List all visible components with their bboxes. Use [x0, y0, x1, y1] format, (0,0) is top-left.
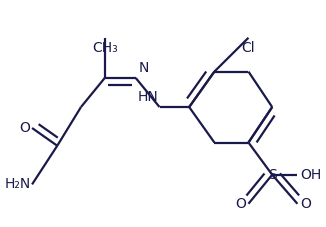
Text: OH: OH [300, 168, 321, 182]
Text: N: N [138, 61, 149, 75]
Text: Cl: Cl [242, 41, 255, 55]
Text: O: O [300, 197, 311, 211]
Text: O: O [19, 121, 30, 135]
Text: CH₃: CH₃ [92, 41, 118, 55]
Text: HN: HN [137, 90, 158, 104]
Text: S: S [268, 168, 276, 182]
Text: H₂N: H₂N [4, 178, 31, 191]
Text: O: O [235, 197, 246, 211]
